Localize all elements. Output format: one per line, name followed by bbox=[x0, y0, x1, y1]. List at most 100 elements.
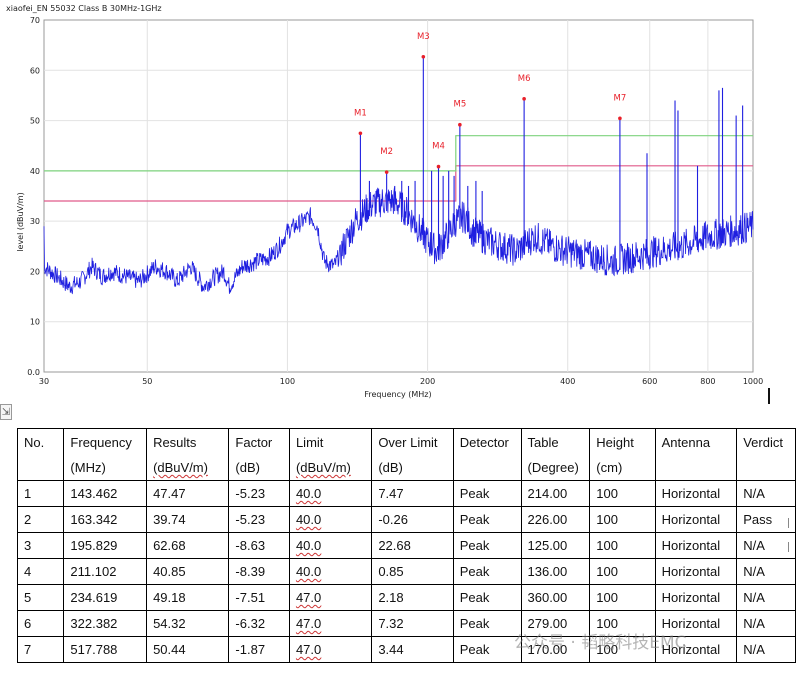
x-tick-label: 100 bbox=[280, 377, 295, 386]
table-row: 7 517.788 50.44 -1.87 47.0 3.44 Peak 170.00 100 H… bbox=[16, 636, 796, 663]
table-cell: 3.44 bbox=[371, 636, 454, 663]
emission-chart: xiaofei_EN 55032 Class B 30MHz-1GHz M1 M2… bbox=[6, 4, 763, 399]
table-cell: 22.68 bbox=[371, 532, 454, 559]
header-label: Over Limit bbox=[378, 435, 438, 450]
header-label: Detector bbox=[459, 435, 509, 450]
marker-point bbox=[436, 164, 441, 169]
table-cell: 100 bbox=[589, 532, 656, 559]
series-trace bbox=[43, 56, 754, 295]
table-cell: 100 bbox=[589, 636, 656, 663]
marker-point bbox=[522, 97, 526, 101]
header-label: Results bbox=[153, 435, 197, 450]
results-table: No. Frequency (MHz) Results (dBuV/m) Factor (d… bbox=[16, 428, 796, 663]
header-label: Limit bbox=[295, 435, 324, 450]
emission-plot: M1 M2 M3 M4 M5 M6 M7 30 50 100 200 400 600 800 1000 0.… bbox=[16, 16, 763, 399]
header-label: Table bbox=[527, 435, 559, 450]
header-label: Factor bbox=[235, 435, 273, 450]
marker-label: M6 bbox=[518, 74, 531, 84]
table-body: 1 143.462 47.47 -5.23 40.0 7.47 Peak 214.00 100 H… bbox=[16, 480, 796, 663]
y-axis-label: level (dBuV/m) bbox=[16, 192, 25, 251]
table-cell: N/A bbox=[736, 610, 796, 637]
table-cell: N/A bbox=[736, 558, 796, 585]
table-cell: -8.39 bbox=[228, 558, 290, 585]
y-tick-label: 50 bbox=[30, 117, 40, 126]
header-unit: (dB) bbox=[378, 460, 403, 475]
header-unit: (dBuV/m) bbox=[153, 460, 208, 475]
table-cell: -7.51 bbox=[228, 584, 290, 611]
table-cell: -1.87 bbox=[228, 636, 290, 663]
table-cell: 2 bbox=[16, 506, 65, 533]
marker-point bbox=[358, 131, 363, 136]
y-tick-label: 20 bbox=[30, 267, 40, 276]
table-cell: 54.32 bbox=[146, 610, 230, 637]
table-cell: Peak bbox=[452, 506, 522, 533]
table-row: 5 234.619 49.18 -7.51 47.0 2.18 Peak 360.00 100 H… bbox=[16, 584, 796, 611]
table-cell: 517.788 bbox=[63, 636, 148, 663]
table-cell: 6 bbox=[16, 610, 65, 637]
header-unit: (dBuV/m) bbox=[295, 460, 351, 475]
table-cell: Horizontal bbox=[654, 584, 738, 611]
table-move-handle[interactable]: ⇲ bbox=[0, 404, 12, 420]
table-cell: 40.0 bbox=[288, 558, 373, 585]
series-line bbox=[43, 187, 754, 295]
table-cell: -5.23 bbox=[228, 506, 290, 533]
column-header: Over Limit (dB) bbox=[371, 428, 454, 481]
table-cell: 195.829 bbox=[63, 532, 148, 559]
x-tick-label: 200 bbox=[420, 377, 435, 386]
chart-title: xiaofei_EN 55032 Class B 30MHz-1GHz bbox=[6, 4, 162, 13]
y-tick-label: 10 bbox=[30, 318, 40, 327]
marker-label: M5 bbox=[453, 100, 466, 110]
column-header: No. bbox=[16, 428, 65, 481]
marker-label: M3 bbox=[417, 32, 430, 42]
edge-mark bbox=[788, 518, 796, 528]
table-cell: Peak bbox=[452, 532, 522, 559]
table-cell: 143.462 bbox=[63, 480, 148, 507]
table-cell: 47.47 bbox=[146, 480, 230, 507]
table-cell: 5 bbox=[16, 584, 65, 611]
y-tick-label: 0.0 bbox=[27, 368, 40, 377]
column-header: Results (dBuV/m) bbox=[146, 428, 230, 481]
table-header-row: No. Frequency (MHz) Results (dBuV/m) Factor (d… bbox=[16, 428, 796, 481]
header-label: Verdict bbox=[743, 435, 783, 450]
x-axis-label: Frequency (MHz) bbox=[364, 390, 431, 399]
x-tick-label: 1000 bbox=[743, 377, 763, 386]
table-cell: -6.32 bbox=[228, 610, 290, 637]
table-cell: 170.00 bbox=[520, 636, 591, 663]
table-cell: Horizontal bbox=[654, 558, 738, 585]
column-header: Limit (dBuV/m) bbox=[288, 428, 373, 481]
x-tick-label: 30 bbox=[39, 377, 49, 386]
table-cell: 49.18 bbox=[146, 584, 230, 611]
table-row: 3 195.829 62.68 -8.63 40.0 22.68 Peak 125.00 100… bbox=[16, 532, 796, 559]
table-cell: 62.68 bbox=[146, 532, 230, 559]
table-cell: 360.00 bbox=[520, 584, 591, 611]
marker-point bbox=[618, 116, 622, 121]
table-cell: Peak bbox=[452, 584, 522, 611]
header-unit: (cm) bbox=[596, 460, 623, 475]
column-header: Antenna bbox=[654, 428, 738, 481]
table-cell: Horizontal bbox=[654, 636, 738, 663]
table-cell: 100 bbox=[589, 506, 656, 533]
table-cell: Horizontal bbox=[654, 480, 738, 507]
watermark: 公众号 · 韬略科技EMC bbox=[514, 633, 687, 653]
marker-label: M2 bbox=[380, 147, 393, 157]
column-header: Height (cm) bbox=[589, 428, 656, 481]
table-row: 4 211.102 40.85 -8.39 40.0 0.85 Peak 136.00 100 H… bbox=[16, 558, 796, 585]
marker-label: M7 bbox=[614, 93, 627, 103]
table-cell: 4 bbox=[16, 558, 65, 585]
marker-label: M1 bbox=[354, 108, 367, 118]
table-cell: 7.47 bbox=[371, 480, 454, 507]
x-tick-label: 800 bbox=[700, 377, 715, 386]
table-cell: 0.85 bbox=[371, 558, 454, 585]
header-unit: (MHz) bbox=[70, 460, 106, 475]
column-header: Table (Degree) bbox=[520, 428, 591, 481]
header-label: Antenna bbox=[661, 435, 711, 450]
table-cell: 7.32 bbox=[371, 610, 454, 637]
column-header: Verdict bbox=[736, 428, 796, 481]
table-cell: 40.0 bbox=[288, 532, 373, 559]
table-cell: N/A bbox=[736, 532, 796, 559]
table-cell: 211.102 bbox=[63, 558, 148, 585]
y-tick-label: 70 bbox=[30, 16, 40, 25]
header-label: Frequency bbox=[70, 435, 132, 450]
table-cell: 1 bbox=[16, 480, 65, 507]
table-cell: 50.44 bbox=[146, 636, 230, 663]
